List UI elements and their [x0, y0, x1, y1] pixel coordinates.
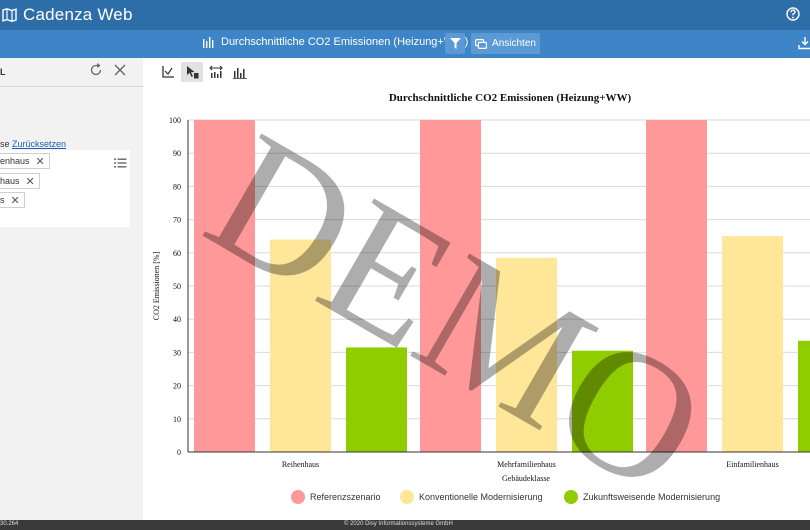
bar[interactable] [420, 120, 481, 452]
y-tick-label: 20 [173, 382, 181, 391]
app-title: Cadenza Web [23, 5, 133, 24]
y-tick-label: 0 [177, 448, 181, 457]
bar[interactable] [346, 347, 407, 452]
views-button[interactable]: Ansichten [471, 33, 540, 54]
filter-sidebar: L se Zurücksetzen enhaus ✕ haus ✕ [0, 58, 143, 520]
views-label: Ansichten [492, 38, 536, 49]
chip-label: s [0, 195, 5, 205]
download-icon [798, 37, 810, 50]
filter-chip[interactable]: haus ✕ [0, 173, 40, 189]
chart-area: Durchschnittliche CO2 Emissionen (Heizun… [143, 58, 810, 520]
y-tick-label: 60 [173, 249, 181, 258]
remove-chip-icon[interactable]: ✕ [10, 194, 20, 207]
bar-chart: Durchschnittliche CO2 Emissionen (Heizun… [152, 92, 810, 520]
remove-chip-icon[interactable]: ✕ [25, 175, 35, 188]
filter-button[interactable] [445, 33, 465, 54]
range-icon [209, 65, 223, 78]
bar[interactable] [572, 350, 633, 452]
y-tick-label: 70 [173, 216, 181, 225]
y-tick-label: 30 [173, 348, 181, 357]
select-tool-button[interactable] [181, 62, 203, 82]
axis-tool-button[interactable] [157, 62, 179, 82]
filter-chip-list: enhaus ✕ haus ✕ s ✕ [0, 150, 130, 227]
bar[interactable] [798, 340, 810, 452]
download-button[interactable] [798, 36, 810, 53]
chart-type-button[interactable] [229, 62, 251, 82]
remove-chip-icon[interactable]: ✕ [35, 155, 45, 168]
x-axis-label: Gebäudeklasse [502, 474, 550, 483]
legend-swatch[interactable] [291, 490, 305, 504]
map-icon [2, 8, 17, 22]
y-axis-label: CO2 Emissionen [%] [152, 251, 161, 320]
chart-legend: Referenzszenario Konventionelle Modernisi… [291, 490, 720, 504]
close-icon [114, 64, 126, 76]
x-tick-label: Mehrfamilienhaus [497, 460, 556, 469]
filter-icon [449, 38, 461, 49]
legend-swatch[interactable] [400, 490, 414, 504]
legend-label[interactable]: Konventionelle Modernisierung [419, 492, 543, 502]
y-tick-label: 90 [173, 149, 181, 158]
view-title-text: Durchschnittliche CO2 Emissionen (Heizun… [221, 36, 469, 48]
legend-label[interactable]: Zukunftsweisende Modernisierung [583, 492, 720, 502]
view-title: Durchschnittliche CO2 Emissionen (Heizun… [203, 36, 468, 48]
top-bar: Cadenza Web [0, 0, 810, 30]
axis-icon [162, 66, 174, 78]
footer: 30.264 © 2020 Disy Informationssysteme G… [0, 520, 810, 530]
chart-title: Durchschnittliche CO2 Emissionen (Heizun… [389, 92, 632, 104]
y-tick-label: 80 [173, 182, 181, 191]
close-panel-button[interactable] [113, 63, 127, 82]
x-tick-label: Einfamilienhaus [726, 460, 778, 469]
bars [194, 120, 810, 452]
legend-swatch[interactable] [564, 490, 578, 504]
bar[interactable] [194, 120, 255, 452]
help-button[interactable] [786, 7, 800, 26]
bar-chart-icon [203, 36, 214, 48]
filter-chip[interactable]: s ✕ [0, 192, 25, 208]
cursor-icon [187, 66, 199, 79]
x-tick-label: Reihenhaus [282, 460, 319, 469]
list-icon [114, 158, 127, 168]
version-label: 30.264 [0, 521, 19, 527]
view-bar: Durchschnittliche CO2 Emissionen (Heizun… [0, 30, 810, 58]
range-tool-button[interactable] [205, 62, 227, 82]
chart-type-icon [233, 68, 247, 79]
copyright-label: © 2020 Disy Informationssysteme GmbH [344, 521, 453, 527]
list-select-button[interactable] [114, 155, 127, 173]
bar[interactable] [722, 236, 783, 452]
x-tick-labels: Reihenhaus Mehrfamilienhaus Einfamilienhau… [282, 460, 779, 469]
views-icon [475, 38, 488, 49]
help-icon [786, 7, 800, 21]
refresh-icon [90, 63, 102, 76]
filter-label-text: se [0, 139, 10, 149]
bar[interactable] [646, 120, 707, 452]
panel-title: L [0, 67, 6, 77]
y-tick-label: 10 [173, 415, 181, 424]
chip-label: enhaus [0, 156, 30, 166]
y-tick-label: 40 [173, 315, 181, 324]
filter-label: se Zurücksetzen [0, 139, 66, 149]
chart-toolbar [157, 62, 253, 82]
app-logo[interactable]: Cadenza Web [2, 5, 133, 25]
divider [0, 86, 143, 87]
bar[interactable] [270, 239, 331, 452]
reset-link[interactable]: Zurücksetzen [12, 139, 67, 149]
filter-chip[interactable]: enhaus ✕ [0, 153, 50, 169]
y-tick-label: 100 [169, 116, 181, 125]
legend-label[interactable]: Referenzszenario [310, 492, 381, 502]
y-tick-labels: 0 10 20 30 40 50 60 70 80 90 100 [169, 116, 181, 457]
bar[interactable] [496, 257, 557, 452]
reset-filter-button[interactable] [89, 63, 103, 82]
chip-label: haus [0, 176, 20, 186]
y-tick-label: 50 [173, 282, 181, 291]
